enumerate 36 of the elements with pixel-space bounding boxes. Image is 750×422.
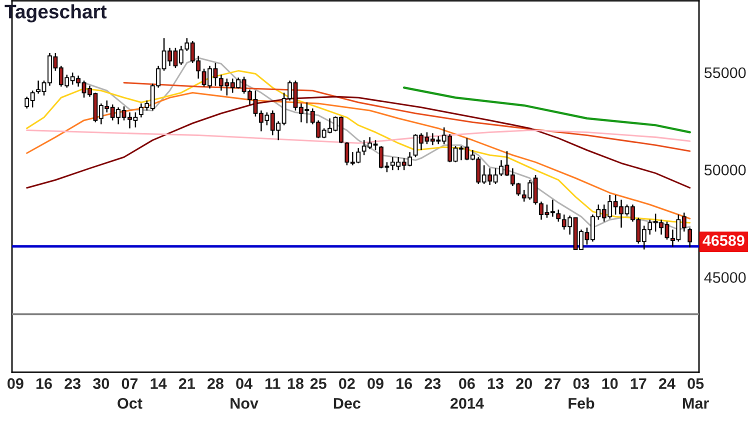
candlestick: [688, 227, 692, 248]
line-series: [123, 82, 691, 152]
x-tick-label: 04 Nov: [230, 378, 258, 409]
x-tick-label: 13: [488, 378, 504, 390]
x-tick-label: 10: [602, 378, 618, 389]
x-tick-label: 03 Feb: [568, 378, 594, 409]
x-tick-label: 11: [266, 378, 280, 389]
x-tick-label: 30: [93, 378, 110, 390]
x-tick-label: 23: [424, 378, 441, 390]
x-tick-label: 24: [659, 378, 676, 389]
x-tick-label: 28: [208, 378, 224, 389]
x-tick-label: 09: [8, 378, 24, 389]
x-tick-label: 25: [310, 378, 326, 389]
x-tick-label: 02 Dec: [334, 378, 360, 409]
candlestick: [556, 209, 561, 222]
x-tick-label: 20: [516, 378, 532, 389]
x-tick-label: 07 Oct: [118, 378, 142, 409]
y-tick-label: 55000: [704, 67, 746, 78]
y-tick-label: 50000: [704, 164, 746, 176]
line-series: [26, 92, 691, 220]
x-tick-label: 18: [288, 378, 304, 389]
x-tick-label: 16: [396, 378, 412, 389]
x-tick-label: 05 Mar: [683, 378, 709, 409]
line-series: [26, 96, 691, 189]
x-tick-label: 14: [150, 378, 167, 389]
x-tick-label: 06 2014: [450, 378, 484, 409]
x-tick-label: 17: [630, 378, 646, 389]
line-series: [402, 86, 691, 134]
x-tick-label: 09: [368, 378, 384, 389]
x-tick-label: 27: [544, 378, 561, 389]
x-tick-label: 21: [178, 378, 195, 389]
text: 46589: [702, 235, 744, 246]
x-tick-label: 23: [64, 378, 81, 390]
x-tick-label: 16: [36, 378, 52, 389]
line-series: [26, 130, 691, 144]
y-tick-label: 45000: [704, 272, 746, 283]
